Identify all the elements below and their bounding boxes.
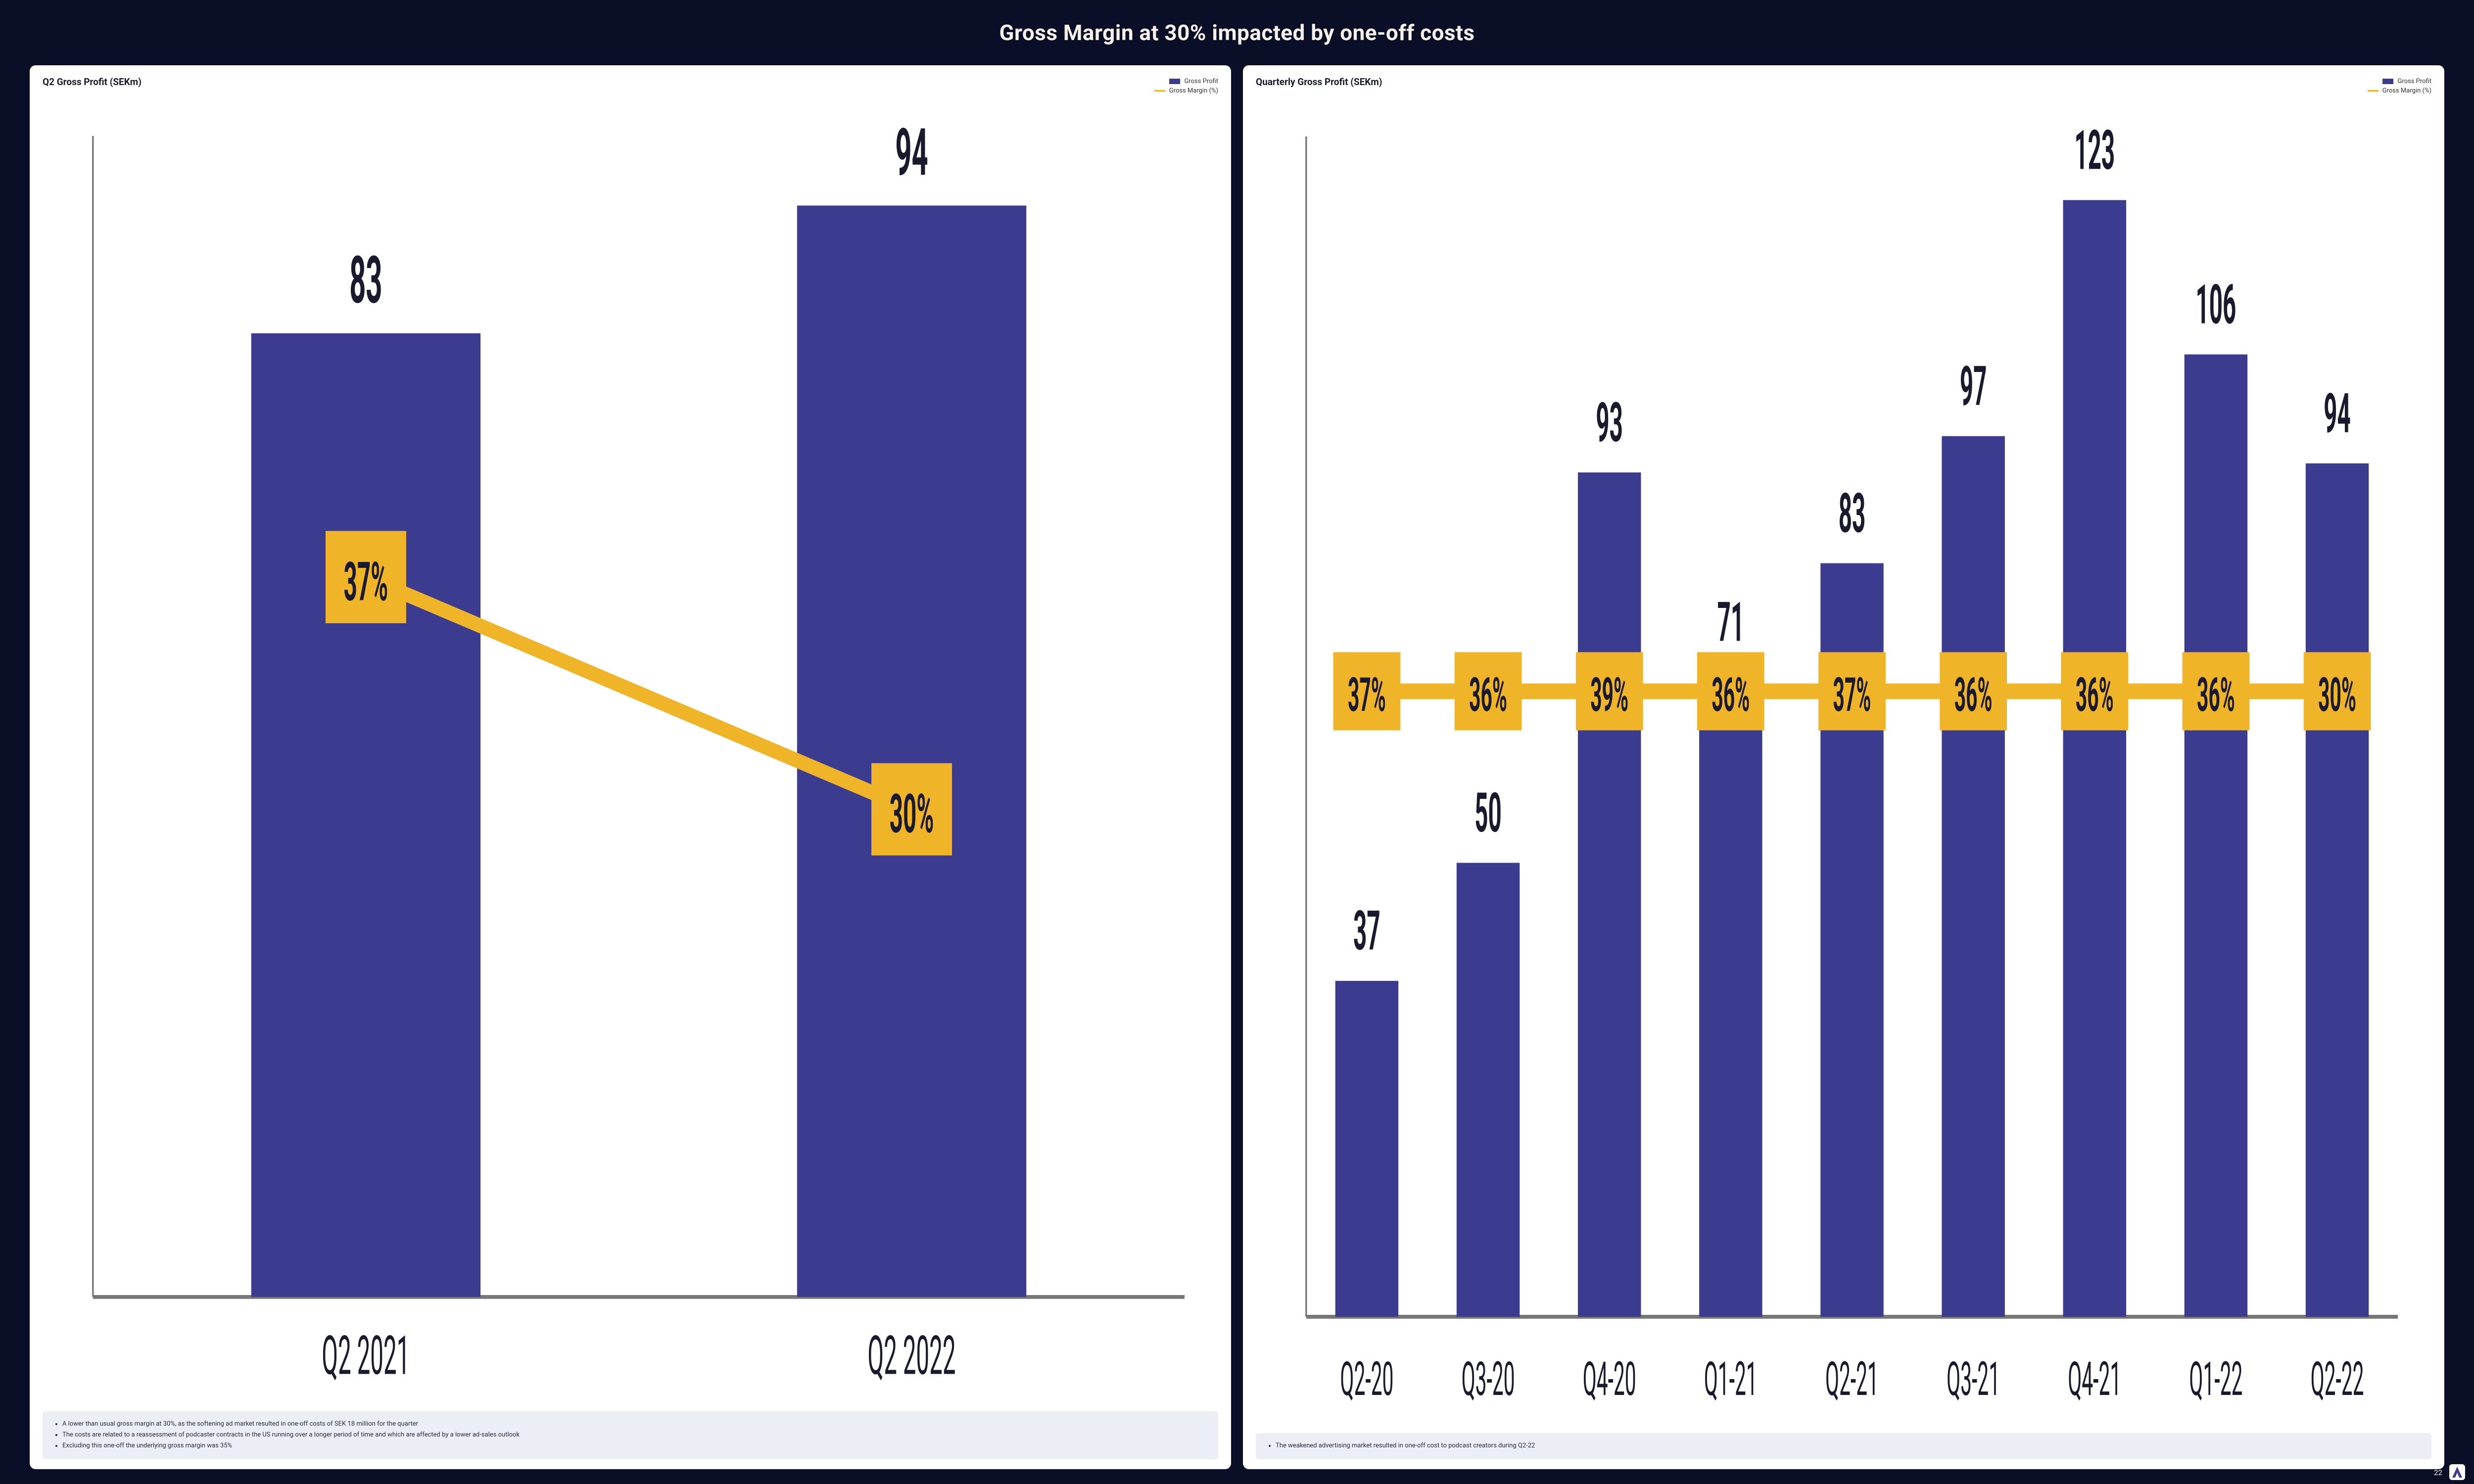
legend-item-line: Gross Margin (%)	[1154, 87, 1218, 94]
x-axis-label: Q2-22	[2311, 1351, 2364, 1407]
bar-value-label: 93	[1596, 390, 1623, 455]
bar	[1942, 436, 2004, 1317]
legend-bar-label: Gross Profit	[2397, 78, 2431, 85]
panels-row: Q2 Gross Profit (SEKm) Gross Profit Gros…	[30, 65, 2444, 1469]
x-axis-label: Q2-21	[1825, 1351, 1879, 1407]
margin-badge-label: 36%	[2076, 667, 2114, 723]
bar-swatch-icon	[2382, 79, 2393, 84]
note-item: A lower than usual gross margin at 30%, …	[62, 1420, 1209, 1429]
bar-value-label: 37	[1353, 899, 1380, 963]
bar-value-label: 94	[895, 114, 928, 191]
note-item: The costs are related to a reassessment …	[62, 1431, 1209, 1440]
bar	[1457, 863, 1520, 1317]
right-chart-svg: 37 Q2-20 50 Q3-20 93 Q4-20 71 Q1-21 83 Q2-21 97 Q3-…	[1256, 97, 2431, 1426]
right-notes: The weakened advertising market resulted…	[1256, 1433, 2431, 1459]
x-axis-label: Q3-21	[1947, 1351, 2000, 1407]
legend-line-label: Gross Margin (%)	[1169, 87, 1218, 94]
legend-item-bar: Gross Profit	[1169, 78, 1218, 85]
bar-value-label: 94	[2324, 381, 2351, 446]
bar-value-label: 83	[1839, 481, 1866, 546]
x-axis-label: Q1-21	[1704, 1351, 1758, 1407]
x-axis-label: Q2-20	[1340, 1351, 1393, 1407]
bar	[1699, 672, 1762, 1317]
bar-value-label: 123	[2074, 118, 2115, 183]
margin-badge-label: 30%	[2318, 667, 2356, 723]
bar-value-label: 106	[2196, 273, 2236, 337]
bar	[1578, 472, 1641, 1317]
legend-line-label: Gross Margin (%)	[2382, 87, 2431, 94]
margin-badge-label: 30%	[890, 783, 934, 846]
right-legend: Gross Profit Gross Margin (%)	[1256, 78, 2431, 94]
bar-value-label: 97	[1960, 354, 1987, 418]
legend-bar-label: Gross Profit	[1184, 78, 1218, 85]
margin-badge-label: 37%	[344, 551, 388, 613]
bar	[2063, 200, 2126, 1316]
note-item: The weakened advertising market resulted…	[1276, 1441, 2423, 1451]
bar-value-label: 50	[1475, 781, 1502, 845]
margin-badge-label: 39%	[1590, 667, 1628, 723]
slide-title: Gross Margin at 30% impacted by one-off …	[30, 20, 2444, 46]
margin-badge-label: 36%	[1954, 667, 1993, 723]
bar-swatch-icon	[1169, 79, 1180, 84]
slide: Gross Margin at 30% impacted by one-off …	[0, 0, 2474, 1484]
bar	[251, 333, 480, 1297]
left-legend: Gross Profit Gross Margin (%)	[43, 78, 1218, 94]
x-axis-label: Q2 2022	[868, 1325, 956, 1388]
bar	[2185, 354, 2247, 1316]
note-item: Excluding this one-off the underlying gr…	[62, 1441, 1209, 1451]
margin-badge-label: 36%	[2197, 667, 2235, 723]
bar	[797, 206, 1026, 1297]
margin-badge-label: 36%	[1469, 667, 1507, 723]
left-chart-area: 83 Q2 2021 94 Q2 2022 37% 30%	[43, 97, 1218, 1404]
x-axis-label: Q2 2021	[322, 1325, 410, 1388]
margin-badge-label: 37%	[1348, 667, 1386, 723]
x-axis-label: Q1-22	[2189, 1351, 2242, 1407]
right-chart-area: 37 Q2-20 50 Q3-20 93 Q4-20 71 Q1-21 83 Q2-21 97 Q3-…	[1256, 97, 2431, 1426]
right-panel: Quarterly Gross Profit (SEKm) Gross Prof…	[1243, 65, 2444, 1469]
legend-item-line: Gross Margin (%)	[2368, 87, 2431, 94]
bar	[2306, 464, 2369, 1317]
brand-logo-icon	[2449, 1464, 2465, 1480]
line-swatch-icon	[1154, 90, 1165, 92]
margin-badge-label: 36%	[1712, 667, 1750, 723]
left-notes: A lower than usual gross margin at 30%, …	[43, 1411, 1218, 1459]
left-chart-svg: 83 Q2 2021 94 Q2 2022 37% 30%	[43, 97, 1218, 1404]
bar-value-label: 71	[1717, 590, 1745, 654]
left-panel: Q2 Gross Profit (SEKm) Gross Profit Gros…	[30, 65, 1231, 1469]
bar-value-label: 83	[349, 241, 382, 319]
x-axis-label: Q4-21	[2068, 1351, 2121, 1407]
page-number: 22	[2434, 1468, 2442, 1477]
x-axis-label: Q3-20	[1462, 1351, 1515, 1407]
bar	[1335, 981, 1398, 1317]
line-swatch-icon	[2368, 90, 2379, 92]
margin-badge-label: 37%	[1833, 667, 1871, 723]
x-axis-label: Q4-20	[1583, 1351, 1636, 1407]
legend-item-bar: Gross Profit	[2382, 78, 2431, 85]
